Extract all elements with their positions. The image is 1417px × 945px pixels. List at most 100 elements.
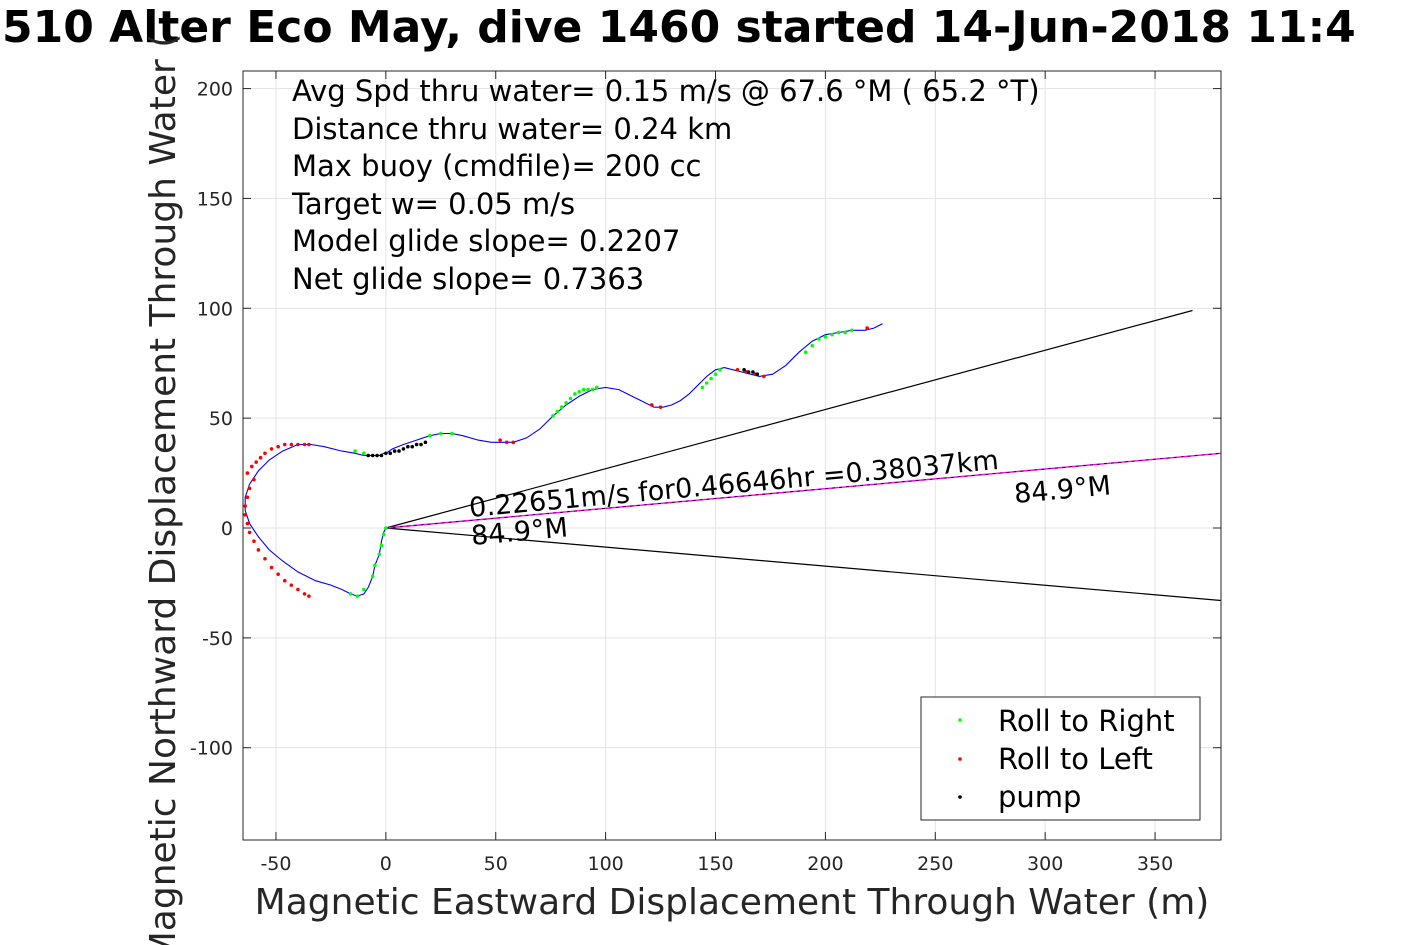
roll-left-point bbox=[258, 455, 263, 460]
pump-point bbox=[397, 449, 401, 453]
legend: Roll to Right Roll to Left pump bbox=[920, 696, 1201, 821]
roll-right-point bbox=[555, 409, 560, 414]
pump-point bbox=[423, 440, 428, 445]
roll-left-point bbox=[256, 548, 261, 552]
roll-right-point bbox=[843, 330, 847, 335]
pump-point bbox=[392, 449, 397, 453]
legend-label-roll-right: Roll to Right bbox=[998, 704, 1175, 738]
x-tick-label: 350 bbox=[1137, 853, 1173, 875]
pump-point bbox=[419, 442, 423, 447]
roll-right-point bbox=[849, 328, 854, 333]
roll-left-point bbox=[243, 513, 247, 517]
y-tick-label: 0 bbox=[221, 518, 233, 540]
roll-right-point bbox=[590, 387, 595, 392]
y-tick-label: -50 bbox=[202, 628, 233, 650]
roll-right-point bbox=[568, 396, 573, 401]
roll-left-point bbox=[252, 477, 256, 482]
roll-left-point bbox=[302, 592, 307, 596]
roll-left-point bbox=[296, 587, 300, 592]
legend-marker-roll-left bbox=[958, 757, 962, 761]
roll-right-point bbox=[581, 387, 586, 392]
roll-left-point bbox=[282, 578, 287, 583]
legend-label-roll-left: Roll to Left bbox=[998, 742, 1153, 776]
y-tick-label: 50 bbox=[209, 408, 233, 430]
x-tick-label: 50 bbox=[484, 853, 508, 875]
chart-title: 510 Alter Eco May, dive 1460 started 14-… bbox=[2, 2, 1356, 53]
roll-left-point bbox=[269, 447, 274, 451]
roll-left-point bbox=[269, 565, 274, 570]
annotation-net-glide: Net glide slope= 0.7363 bbox=[292, 262, 644, 296]
pump-point bbox=[410, 444, 415, 449]
roll-right-point bbox=[353, 449, 357, 453]
roll-right-point bbox=[370, 574, 375, 579]
roll-left-point bbox=[296, 442, 300, 447]
roll-right-point bbox=[373, 563, 377, 568]
roll-right-point bbox=[718, 368, 722, 372]
y-axis-label: Magnetic Northward Displacement Through … bbox=[143, 34, 184, 945]
annotation-distance: Distance thru water= 0.24 km bbox=[292, 112, 732, 146]
roll-left-point bbox=[511, 440, 516, 445]
y-tick-label: 200 bbox=[197, 79, 233, 101]
roll-left-point bbox=[658, 405, 663, 409]
axis-ticks: -50 0 50 100 150 200 250 300 350 -100 -50 0 50 100 150… bbox=[190, 71, 1221, 875]
roll-right-point bbox=[381, 532, 386, 537]
roll-left-point bbox=[735, 368, 740, 372]
pump-point bbox=[414, 442, 419, 447]
roll-right-point bbox=[595, 385, 599, 390]
roll-left-point bbox=[307, 442, 311, 447]
roll-left-point bbox=[289, 583, 294, 587]
pump-point bbox=[751, 370, 755, 374]
pump-point bbox=[379, 453, 384, 458]
roll-left-point bbox=[276, 444, 280, 449]
roll-left-point bbox=[504, 440, 509, 445]
roll-right-point bbox=[810, 343, 815, 348]
x-tick-label: -50 bbox=[260, 853, 291, 875]
roll-left-point bbox=[245, 521, 250, 526]
pump-point bbox=[370, 453, 375, 458]
pump-point bbox=[746, 370, 751, 374]
plot-frame bbox=[242, 70, 1222, 841]
roll-right-point bbox=[559, 405, 564, 409]
heading-wedge-line bbox=[385, 527, 1221, 602]
roll-left-point bbox=[243, 504, 247, 508]
annotation-target-w: Target w= 0.05 m/s bbox=[291, 187, 575, 221]
roll-left-point bbox=[649, 403, 654, 407]
pump-point bbox=[755, 372, 760, 377]
legend-marker-roll-right bbox=[958, 718, 962, 722]
roll-right-point bbox=[384, 526, 388, 530]
roll-right-point bbox=[573, 392, 577, 396]
legend-marker-pump bbox=[958, 795, 962, 799]
roll-left-point bbox=[252, 539, 256, 543]
roll-left-point bbox=[247, 486, 252, 491]
x-tick-label: 300 bbox=[1027, 853, 1063, 875]
chart-title-container: 510 Alter Eco May, dive 1460 started 14-… bbox=[0, 2, 1417, 62]
x-tick-label: 250 bbox=[917, 853, 953, 875]
roll-right-point bbox=[700, 385, 705, 390]
legend-label-pump: pump bbox=[998, 780, 1081, 814]
pump-point bbox=[406, 444, 410, 449]
roll-left-point bbox=[498, 438, 502, 442]
x-tick-label: 100 bbox=[587, 853, 623, 875]
roll-left-point bbox=[249, 464, 254, 469]
x-axis-label: Magnetic Eastward Displacement Through W… bbox=[255, 882, 1210, 923]
y-tick-label: 100 bbox=[197, 298, 233, 320]
roll-right-point bbox=[428, 433, 432, 438]
annotation-avg-speed: Avg Spd thru water= 0.15 m/s @ 67.6 °M (… bbox=[292, 74, 1040, 108]
annotation-model-glide: Model glide slope= 0.2207 bbox=[292, 224, 680, 258]
heading-line bbox=[385, 452, 1221, 529]
roll-right-point bbox=[551, 414, 555, 418]
roll-left-point bbox=[865, 326, 869, 330]
roll-right-point bbox=[449, 431, 454, 436]
roll-right-point bbox=[362, 587, 366, 592]
pump-point bbox=[742, 368, 746, 372]
roll-right-point bbox=[348, 592, 353, 596]
roll-right-point bbox=[817, 337, 821, 341]
x-tick-label: 0 bbox=[380, 853, 392, 875]
roll-left-point bbox=[302, 442, 307, 447]
roll-right-point bbox=[803, 350, 808, 355]
roll-right-point bbox=[379, 543, 384, 548]
annotation-max-buoy: Max buoy (cmdfile)= 200 cc bbox=[292, 149, 701, 183]
roll-right-point bbox=[823, 335, 828, 339]
heading-wedge bbox=[385, 309, 1221, 602]
